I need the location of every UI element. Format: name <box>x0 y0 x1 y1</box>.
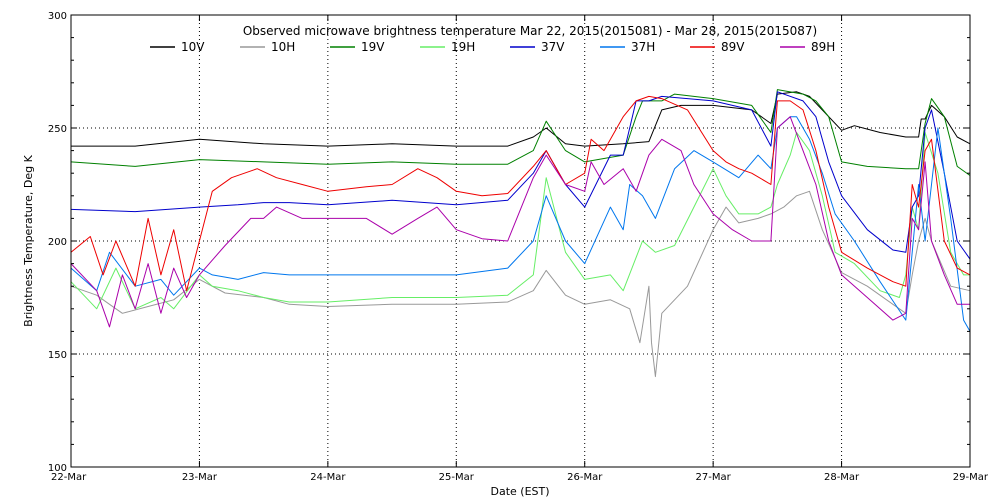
legend-label-89H: 89H <box>811 40 835 54</box>
series-line-10V <box>71 91 971 147</box>
legend: 10V 10H 19V 19H 37V 37H 89V 89H <box>150 40 835 54</box>
y-tick-label: 150 <box>48 350 67 361</box>
y-axis-label: Brightness Temperature, Deg K <box>22 154 35 326</box>
legend-label-37H: 37H <box>631 40 655 54</box>
x-tick-label: 24-Mar <box>310 472 346 483</box>
x-tick-label: 28-Mar <box>824 472 860 483</box>
x-tick-label: 22-Mar <box>51 472 87 483</box>
grid-layer <box>71 15 970 467</box>
legend-label-37V: 37V <box>541 40 565 54</box>
legend-label-89V: 89V <box>721 40 745 54</box>
x-tick-label: 29-Mar <box>953 472 989 483</box>
x-tick-label: 27-Mar <box>696 472 732 483</box>
series-line-19H <box>70 132 970 310</box>
y-tick-label: 200 <box>48 237 67 248</box>
series-line-10H <box>70 190 971 378</box>
y-tick-label: 250 <box>48 124 67 135</box>
x-tick-label: 23-Mar <box>182 472 218 483</box>
legend-label-19H: 19H <box>451 40 475 54</box>
series-line-37H <box>70 116 971 332</box>
series-layer <box>70 89 971 378</box>
y-tick-label: 300 <box>48 11 67 22</box>
chart-title: Observed microwave brightness temperatur… <box>243 24 817 38</box>
series-line-19V <box>70 89 971 176</box>
legend-label-10V: 10V <box>181 40 205 54</box>
series-line-89V <box>70 95 971 292</box>
legend-label-10H: 10H <box>271 40 295 54</box>
series-line-89H <box>70 116 970 328</box>
x-axis-label: Date (EST) <box>490 485 549 498</box>
legend-label-19V: 19V <box>361 40 385 54</box>
tick-layer: 100 150 200 250 300 22-Mar 23-Mar 24-Mar 25-Mar 2… <box>48 11 989 483</box>
x-tick-label: 26-Mar <box>567 472 603 483</box>
x-tick-label: 25-Mar <box>439 472 475 483</box>
y-tick-label: 100 <box>48 463 67 474</box>
